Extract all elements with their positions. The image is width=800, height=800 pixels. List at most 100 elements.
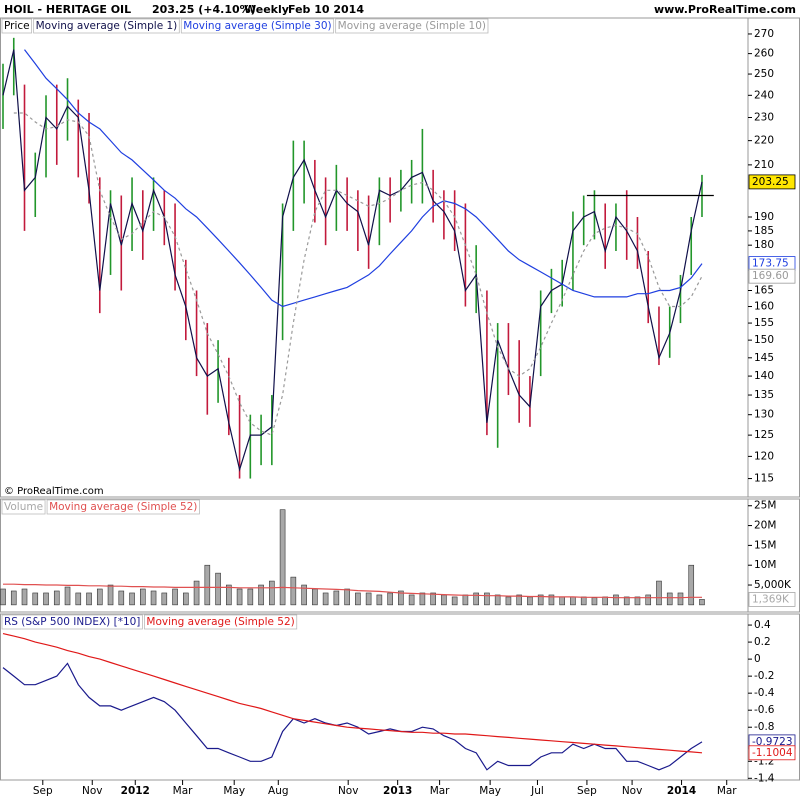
volume-bar [215,572,221,606]
volume-bar [634,596,641,606]
volume-bar [473,592,479,606]
volume-bar [387,592,393,606]
volume-bar [602,596,609,606]
legend-box [1,614,143,630]
series-line [3,583,702,599]
volume-bar [645,594,652,606]
y-tick-label: -0.6 [754,704,775,716]
legend-label: Moving average (Simple 1) [36,20,178,32]
volume-bar [10,590,17,606]
x-tick-label: Jul [530,785,544,797]
legend-box [33,18,180,34]
volume-bar [118,590,125,606]
y-tick-label: 0.2 [754,636,771,648]
volume-bar [32,592,39,606]
x-tick-label: 2014 [667,785,696,797]
y-tick-label: 230 [754,111,774,123]
last-value-tag [748,592,796,607]
period: Weekly [244,3,289,16]
chart-title: HOIL - HERITAGE OIL [4,3,131,16]
volume-bar [279,509,286,606]
volume-bar [290,576,297,606]
legend-box [46,499,200,515]
y-tick-label: 0.4 [754,619,771,631]
y-tick-label: 180 [754,239,774,251]
x-tick-label: Nov [338,785,359,797]
volume-bar [344,588,350,606]
volume-bar [484,592,490,606]
last-value-label: 1,369K [752,593,790,605]
y-tick-label: 25M [754,500,776,512]
legend-box [144,614,298,630]
volume-bar [75,592,82,606]
volume-bar [365,592,372,606]
x-tick-label: May [223,785,245,797]
legend-box [1,499,46,515]
y-tick-label: 140 [754,370,774,382]
x-tick-label: Sep [577,785,597,797]
legend-box [1,18,33,34]
volume-bar [548,594,555,606]
y-tick-label: 240 [754,89,774,101]
volume-bar [226,584,232,606]
volume-bar [613,594,619,606]
last-value-label: -0.9723 [752,736,793,748]
x-tick-label: 2012 [121,785,150,797]
volume-bar [591,597,598,606]
last-value-tag [748,174,796,190]
series-line [2,49,703,472]
volume-bar [666,592,673,606]
volume-bar [398,590,404,606]
volume-bar [494,594,501,606]
volume-bar [505,596,512,606]
y-tick-label: 260 [754,48,774,60]
last-value-label: 203.25 [752,176,789,188]
legend-label: Moving average (Simple 52) [146,616,294,628]
last-value-label: -1.1004 [752,747,793,759]
y-tick-label: 250 [754,68,774,80]
volume-bar [355,592,361,606]
last-value-tag [748,745,796,761]
last-value-label: 169.60 [752,270,789,282]
volume-bar [537,594,544,606]
volume-bar [236,588,243,606]
volume-bar [451,596,458,606]
y-tick-label: 165 [754,284,774,296]
series-line [2,662,703,771]
volume-bar [559,596,565,606]
y-tick-label: 160 [754,301,774,313]
x-tick-label: 2013 [383,785,412,797]
volume-bar [580,596,587,606]
volume-bar [408,594,415,606]
y-tick-label: 130 [754,409,774,421]
volume-bar [699,599,705,606]
volume-bar [64,586,71,606]
volume-bar [96,588,103,606]
y-tick-label: 125 [754,429,774,441]
y-tick-label: 115 [754,473,774,485]
volume-bar [269,580,275,606]
y-tick-label: -0.8 [754,721,775,733]
volume-bar [333,590,340,606]
volume-bar [172,588,178,606]
y-tick-label: 10M [754,559,776,571]
y-tick-label: 135 [754,389,774,401]
copyright: © ProRealTime.com [4,486,104,497]
y-tick-label: -0.2 [754,670,775,682]
x-tick-label: Nov [82,785,103,797]
y-tick-label: 145 [754,352,774,364]
legend-box [335,18,489,34]
series-line [24,49,703,308]
volume-bar [322,592,329,606]
date: Feb 10 2014 [288,3,364,16]
y-tick-label: 270 [754,28,774,40]
volume-bar [419,592,426,606]
y-tick-label: -1.4 [754,772,775,784]
legend-label: Volume [4,501,43,513]
y-tick-label: 120 [754,450,774,462]
volume-bar [688,564,695,606]
legend-label: Price [4,20,30,32]
y-tick-label: 20M [754,520,776,532]
